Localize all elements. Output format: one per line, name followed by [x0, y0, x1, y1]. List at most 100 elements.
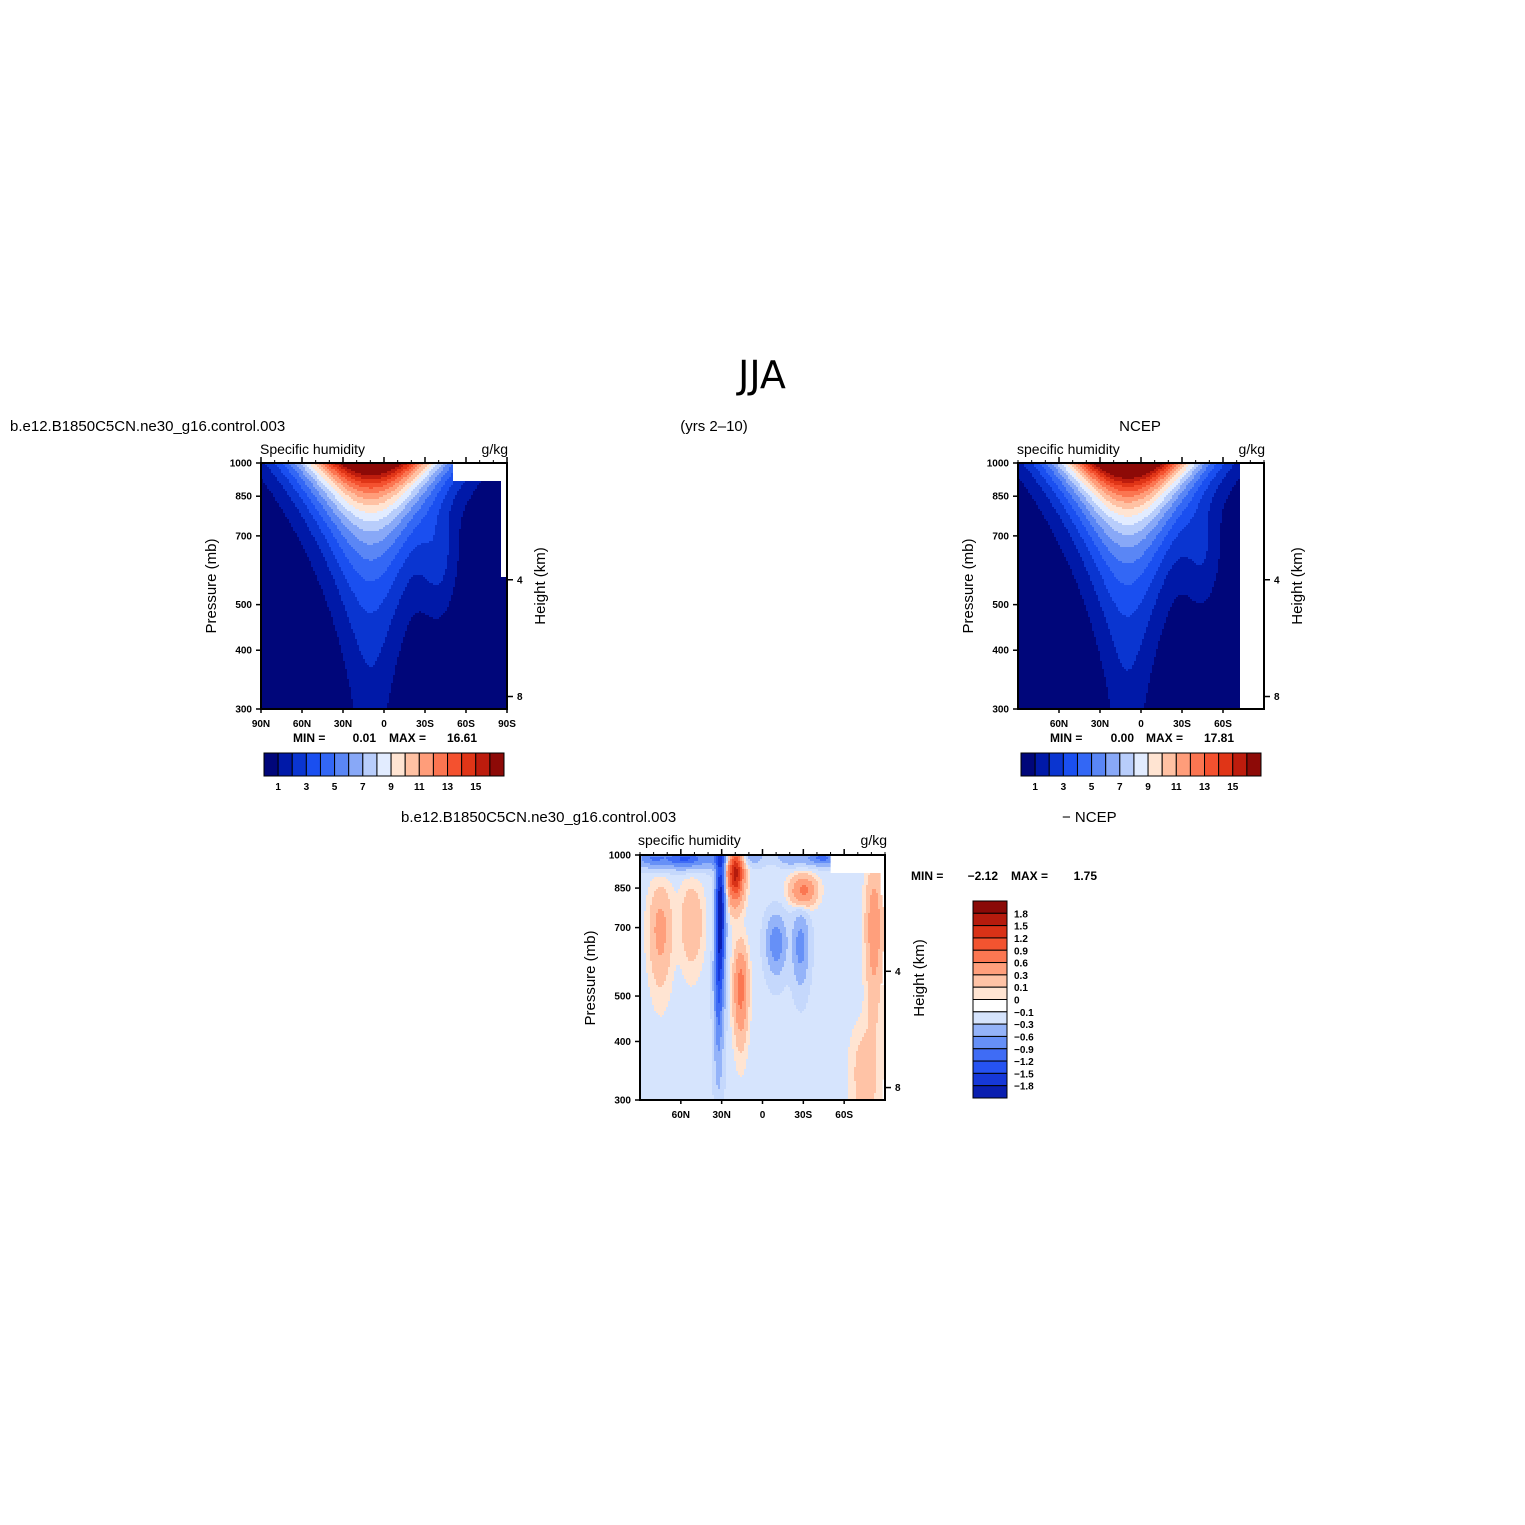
contour-cell	[868, 929, 881, 932]
contour-cell	[419, 523, 438, 526]
contour-cell	[862, 913, 865, 916]
contour-cell	[315, 473, 320, 476]
contour-cell	[381, 481, 392, 484]
contour-cell	[732, 855, 741, 858]
contour-cell	[880, 947, 885, 950]
contour-cell	[862, 939, 865, 942]
contour-cell	[732, 863, 735, 866]
contour-cell	[1076, 511, 1083, 514]
contour-cell	[730, 917, 735, 920]
contour-cell	[279, 481, 290, 484]
contour-cell	[1174, 563, 1197, 566]
contour-cell	[716, 861, 719, 864]
contour-cell	[808, 857, 817, 860]
contour-cell	[381, 473, 392, 476]
contour-cell	[421, 505, 432, 508]
contour-cell	[1080, 593, 1097, 596]
contour-cell	[373, 543, 394, 546]
contour-cell	[1168, 611, 1241, 614]
contour-cell	[784, 961, 793, 964]
contour-cell	[1164, 465, 1169, 468]
contour-cell	[301, 497, 310, 500]
contour-cell	[303, 545, 320, 548]
contour-cell	[1084, 563, 1097, 566]
contour-cell	[714, 929, 717, 932]
contour-cell	[1156, 649, 1241, 652]
contour-cell	[646, 955, 651, 958]
contour-cell	[401, 519, 412, 522]
contour-cell	[1240, 575, 1264, 578]
contour-cell	[391, 477, 398, 480]
contour-cell	[796, 903, 815, 906]
contour-cell	[712, 927, 715, 930]
contour-cell	[866, 943, 871, 946]
contour-cell	[1104, 669, 1127, 672]
contour-cell	[1204, 463, 1211, 466]
contour-cell	[261, 463, 266, 466]
contour-cell	[1088, 573, 1101, 576]
contour-cell	[419, 509, 430, 512]
contour-cell	[1056, 495, 1065, 498]
contour-cell	[652, 971, 669, 974]
contour-cell	[726, 961, 729, 964]
contour-cell	[395, 475, 402, 478]
contour-cell	[728, 905, 733, 908]
contour-cell	[792, 937, 797, 940]
contour-cell	[261, 593, 324, 596]
contour-cell	[335, 555, 346, 558]
contour-cell	[1214, 583, 1241, 586]
contour-cell	[283, 473, 292, 476]
panel-2-left-label: specific humidity	[1017, 441, 1120, 457]
contour-cell	[870, 895, 879, 898]
contour-cell	[788, 891, 793, 894]
contour-cell	[1064, 477, 1069, 480]
contour-cell	[646, 897, 653, 900]
contour-cell	[718, 875, 721, 878]
contour-cell	[780, 955, 787, 958]
contour-cell	[640, 933, 645, 936]
contour-cell	[738, 885, 741, 888]
contour-cell	[682, 913, 703, 916]
contour-cell	[808, 963, 815, 966]
contour-cell	[393, 519, 402, 522]
contour-cell	[1092, 539, 1103, 542]
contour-cell	[716, 863, 719, 866]
contour-cell	[359, 485, 384, 488]
contour-cell	[862, 907, 867, 910]
contour-cell	[1216, 475, 1227, 478]
contour-cell	[726, 963, 729, 966]
contour-cell	[880, 927, 885, 930]
contour-cell	[778, 927, 787, 930]
contour-cell	[714, 919, 717, 922]
contour-cell	[808, 953, 815, 956]
contour-cell	[746, 909, 767, 912]
contour-cell	[463, 515, 502, 518]
contour-cell	[415, 463, 420, 466]
contour-cell	[261, 503, 280, 506]
contour-cell	[718, 951, 721, 954]
contour-cell	[307, 493, 314, 496]
contour-cell	[1206, 557, 1221, 560]
contour-cell	[325, 509, 334, 512]
contour-cell	[395, 483, 404, 486]
contour-cell	[718, 881, 723, 884]
contour-cell	[1018, 639, 1097, 642]
contour-cell	[726, 873, 729, 876]
contour-cell	[718, 891, 723, 894]
contour-cell	[405, 587, 454, 590]
contour-cell	[391, 587, 406, 590]
contour-cell	[301, 541, 318, 544]
contour-cell	[1116, 649, 1141, 652]
contour-cell	[453, 503, 468, 506]
contour-cell	[730, 963, 733, 966]
contour-cell	[337, 475, 342, 478]
contour-cell	[327, 463, 332, 466]
contour-cell	[295, 489, 304, 492]
contour-cell	[1112, 497, 1145, 500]
contour-cell	[646, 969, 653, 972]
contour-cell	[1064, 505, 1073, 508]
contour-cell	[429, 477, 436, 480]
contour-cell	[261, 611, 332, 614]
contour-cell	[1104, 583, 1125, 586]
contour-cell	[730, 863, 733, 866]
